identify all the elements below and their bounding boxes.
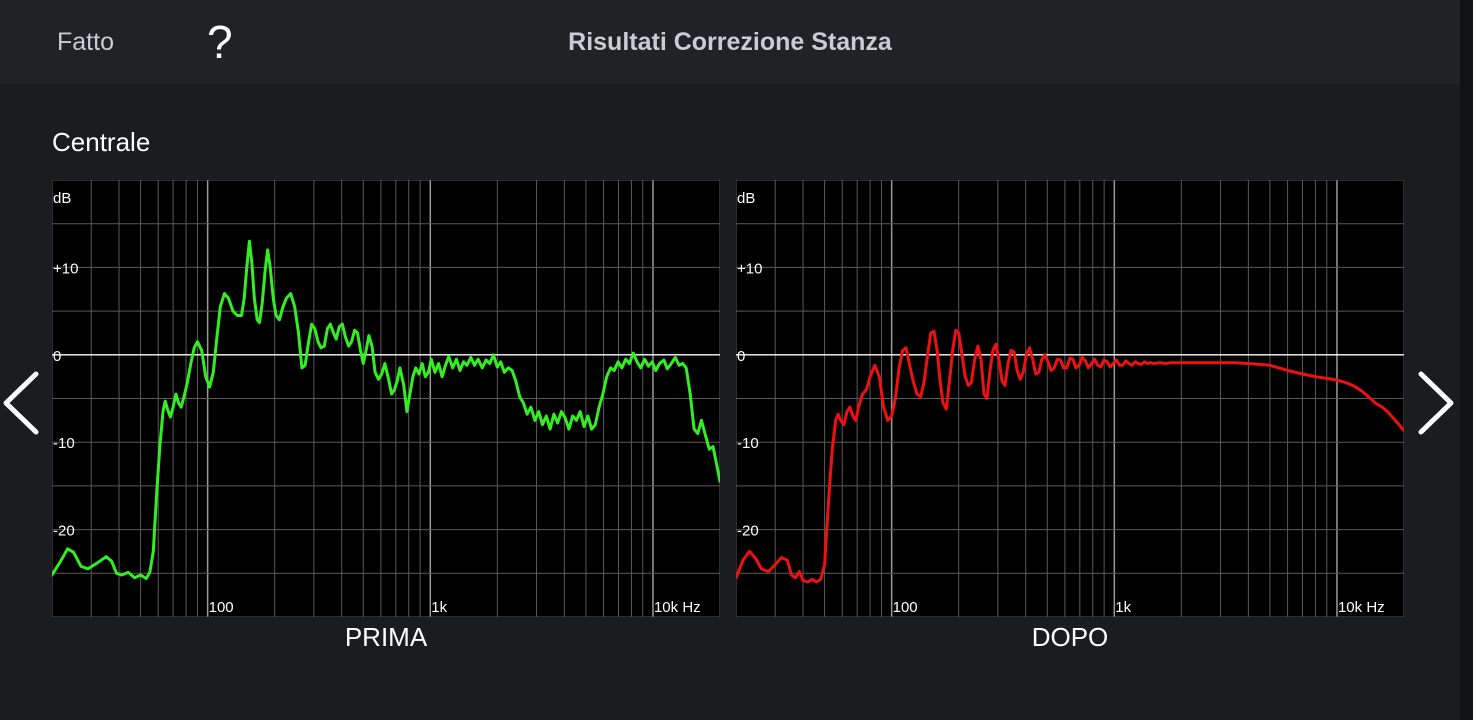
before-chart: dB +10 0 -10 -20 100 1k 10k Hz (52, 180, 720, 617)
y-axis-label: dB (53, 190, 71, 207)
grid (736, 180, 1404, 617)
before-chart-plot: dB +10 0 -10 -20 100 1k 10k Hz (52, 180, 720, 617)
help-button[interactable]: ? (207, 16, 233, 68)
top-bar (0, 0, 1460, 84)
y-tick-label: +10 (737, 260, 762, 277)
y-tick-label: +10 (53, 260, 78, 277)
speaker-name: Centrale (52, 127, 151, 157)
x-tick-label: 1k (431, 599, 447, 616)
y-tick-label: -10 (737, 435, 759, 452)
x-tick-label: 100 (209, 599, 234, 616)
y-tick-label: -10 (53, 435, 75, 452)
response-curve (52, 239, 720, 580)
x-tick-label: 10k Hz (1338, 599, 1385, 616)
y-axis-label: dB (737, 190, 755, 207)
y-tick-label: 0 (53, 348, 61, 365)
after-chart-plot: dB +10 0 -10 -20 100 1k 10k Hz (736, 180, 1404, 617)
chevron-left-icon (3, 371, 39, 435)
y-tick-label: 0 (737, 348, 745, 365)
x-tick-label: 1k (1115, 599, 1131, 616)
next-button[interactable] (1413, 370, 1457, 436)
x-tick-label: 100 (893, 599, 918, 616)
y-tick-label: -20 (737, 523, 759, 540)
after-chart-title: DOPO (1031, 622, 1109, 652)
page-title: Risultati Correzione Stanza (568, 28, 892, 56)
y-tick-label: -20 (53, 523, 75, 540)
chevron-right-icon (1418, 371, 1454, 435)
done-button[interactable]: Fatto (57, 28, 114, 56)
after-chart: dB +10 0 -10 -20 100 1k 10k Hz (736, 180, 1404, 617)
window-edge (1460, 0, 1473, 720)
response-curve (736, 328, 1404, 584)
x-tick-label: 10k Hz (654, 599, 701, 616)
before-chart-title: PRIMA (344, 622, 428, 652)
previous-button[interactable] (0, 370, 44, 436)
grid (52, 180, 720, 617)
